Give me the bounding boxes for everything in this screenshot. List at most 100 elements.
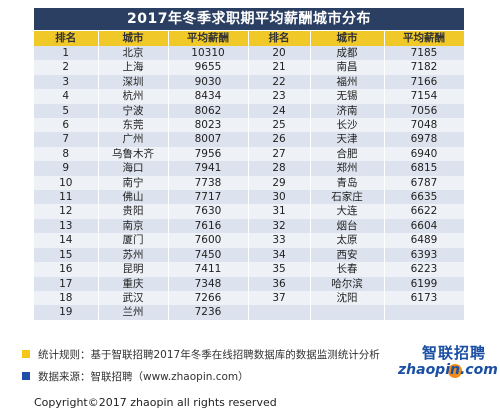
right-city-cell: 太原 bbox=[310, 233, 385, 248]
right-salary-cell: 6604 bbox=[384, 218, 465, 234]
right-city-cell bbox=[310, 305, 385, 320]
table-row: 12 贵阳 7630 31 大连 6622 bbox=[34, 204, 465, 219]
left-salary-cell: 7717 bbox=[168, 190, 249, 205]
left-city-cell: 深圳 bbox=[98, 74, 169, 90]
right-salary-cell: 6635 bbox=[384, 190, 465, 205]
table-row: 6 东莞 8023 25 长沙 7048 bbox=[34, 118, 465, 133]
right-salary-cell: 6815 bbox=[384, 161, 465, 176]
table-row: 14 厦门 7600 33 太原 6489 bbox=[34, 233, 465, 248]
left-salary-cell: 7450 bbox=[168, 247, 249, 263]
right-salary-cell: 6223 bbox=[384, 262, 465, 277]
table-row: 9 海口 7941 28 郑州 6815 bbox=[34, 161, 465, 176]
right-salary-cell: 7048 bbox=[384, 118, 465, 133]
table-row: 4 杭州 8434 23 无锡 7154 bbox=[34, 89, 465, 104]
left-city-cell: 武汉 bbox=[98, 290, 169, 306]
logo-chinese-text: 智联招聘 bbox=[421, 344, 486, 362]
left-city-cell: 东莞 bbox=[98, 118, 169, 133]
left-salary-cell: 7956 bbox=[168, 146, 249, 162]
right-rank-cell: 23 bbox=[248, 89, 311, 104]
right-city-cell: 烟台 bbox=[310, 218, 385, 234]
right-salary-cell: 6787 bbox=[384, 175, 465, 191]
table-row: 3 深圳 9030 22 福州 7166 bbox=[34, 74, 465, 90]
table-row: 8 乌鲁木齐 7956 27 合肥 6940 bbox=[34, 146, 465, 162]
right-salary-cell: 6978 bbox=[384, 132, 465, 147]
right-rank-cell: 28 bbox=[248, 161, 311, 176]
right-rank-cell: 26 bbox=[248, 132, 311, 147]
left-salary-cell: 7616 bbox=[168, 218, 249, 234]
header-rank: 排名 bbox=[248, 31, 311, 46]
right-rank-cell: 35 bbox=[248, 262, 311, 277]
table-row: 13 南京 7616 32 烟台 6604 bbox=[34, 218, 465, 234]
left-salary-cell: 7941 bbox=[168, 161, 249, 176]
left-salary-cell: 7738 bbox=[168, 175, 249, 191]
right-city-cell: 南昌 bbox=[310, 60, 385, 75]
table-row: 16 昆明 7411 35 长春 6223 bbox=[34, 262, 465, 277]
left-rank-cell: 9 bbox=[34, 161, 99, 176]
left-salary-cell: 7266 bbox=[168, 290, 249, 306]
blue-square-icon bbox=[22, 372, 30, 380]
right-city-cell: 天津 bbox=[310, 132, 385, 147]
right-rank-cell: 32 bbox=[248, 218, 311, 234]
right-rank-cell: 30 bbox=[248, 190, 311, 205]
header-salary: 平均薪酬 bbox=[168, 31, 249, 46]
table-row: 5 宁波 8062 24 济南 7056 bbox=[34, 103, 465, 119]
right-rank-cell: 22 bbox=[248, 74, 311, 90]
left-city-cell: 南京 bbox=[98, 218, 169, 234]
zhaopin-logo: 智联招聘 zhaopin.com bbox=[396, 342, 498, 386]
table-row: 18 武汉 7266 37 沈阳 6173 bbox=[34, 290, 465, 306]
left-rank-cell: 6 bbox=[34, 118, 99, 133]
right-rank-cell bbox=[248, 305, 311, 320]
left-rank-cell: 8 bbox=[34, 146, 99, 162]
right-rank-cell: 33 bbox=[248, 233, 311, 248]
left-rank-cell: 4 bbox=[34, 89, 99, 104]
left-rank-cell: 3 bbox=[34, 74, 99, 90]
left-salary-cell: 8007 bbox=[168, 132, 249, 147]
left-city-cell: 杭州 bbox=[98, 89, 169, 104]
left-rank-cell: 14 bbox=[34, 233, 99, 248]
right-rank-cell: 37 bbox=[248, 290, 311, 306]
left-city-cell: 苏州 bbox=[98, 247, 169, 263]
right-rank-cell: 34 bbox=[248, 247, 311, 263]
header-city: 城市 bbox=[310, 31, 385, 46]
left-rank-cell: 1 bbox=[34, 46, 99, 61]
left-city-cell: 上海 bbox=[98, 60, 169, 75]
table-row: 17 重庆 7348 36 哈尔滨 6199 bbox=[34, 276, 465, 291]
stats-rule-note: 统计规则：基于智联招聘2017年冬季在线招聘数据库的数据监测统计分析 bbox=[22, 344, 422, 364]
table-row: 11 佛山 7717 30 石家庄 6635 bbox=[34, 190, 465, 205]
right-rank-cell: 21 bbox=[248, 60, 311, 75]
left-city-cell: 昆明 bbox=[98, 262, 169, 277]
left-salary-cell: 7236 bbox=[168, 305, 249, 320]
right-salary-cell: 6393 bbox=[384, 247, 465, 263]
right-city-cell: 无锡 bbox=[310, 89, 385, 104]
right-city-cell: 长沙 bbox=[310, 118, 385, 133]
left-salary-cell: 7411 bbox=[168, 262, 249, 277]
left-rank-cell: 11 bbox=[34, 190, 99, 205]
right-salary-cell: 6199 bbox=[384, 276, 465, 291]
right-salary-cell: 6940 bbox=[384, 146, 465, 162]
salary-ranking-table-container: 排名 城市 平均薪酬 排名 城市 平均薪酬 1 北京 10310 20 成都 7185 2 上… bbox=[34, 31, 465, 320]
data-source-note: 数据来源：智联招聘（www.zhaopin.com） bbox=[22, 366, 422, 386]
left-salary-cell: 9030 bbox=[168, 74, 249, 90]
left-rank-cell: 13 bbox=[34, 218, 99, 234]
right-city-cell: 长春 bbox=[310, 262, 385, 277]
right-rank-cell: 36 bbox=[248, 276, 311, 291]
right-rank-cell: 24 bbox=[248, 103, 311, 119]
table-title: 2017年冬季求职期平均薪酬城市分布 bbox=[34, 8, 464, 30]
left-salary-cell: 7348 bbox=[168, 276, 249, 291]
left-rank-cell: 19 bbox=[34, 305, 99, 320]
left-salary-cell: 10310 bbox=[168, 46, 249, 61]
data-source-text: 数据来源：智联招聘（www.zhaopin.com） bbox=[38, 370, 249, 383]
salary-ranking-table: 排名 城市 平均薪酬 排名 城市 平均薪酬 1 北京 10310 20 成都 7185 2 上… bbox=[34, 31, 465, 320]
left-salary-cell: 8023 bbox=[168, 118, 249, 133]
left-rank-cell: 18 bbox=[34, 290, 99, 306]
left-city-cell: 贵阳 bbox=[98, 204, 169, 219]
left-city-cell: 北京 bbox=[98, 46, 169, 61]
right-rank-cell: 29 bbox=[248, 175, 311, 191]
right-salary-cell: 6173 bbox=[384, 290, 465, 306]
right-rank-cell: 25 bbox=[248, 118, 311, 133]
table-row: 15 苏州 7450 34 西安 6393 bbox=[34, 247, 465, 263]
right-city-cell: 石家庄 bbox=[310, 190, 385, 205]
left-city-cell: 乌鲁木齐 bbox=[98, 146, 169, 162]
left-rank-cell: 17 bbox=[34, 276, 99, 291]
left-rank-cell: 5 bbox=[34, 103, 99, 119]
